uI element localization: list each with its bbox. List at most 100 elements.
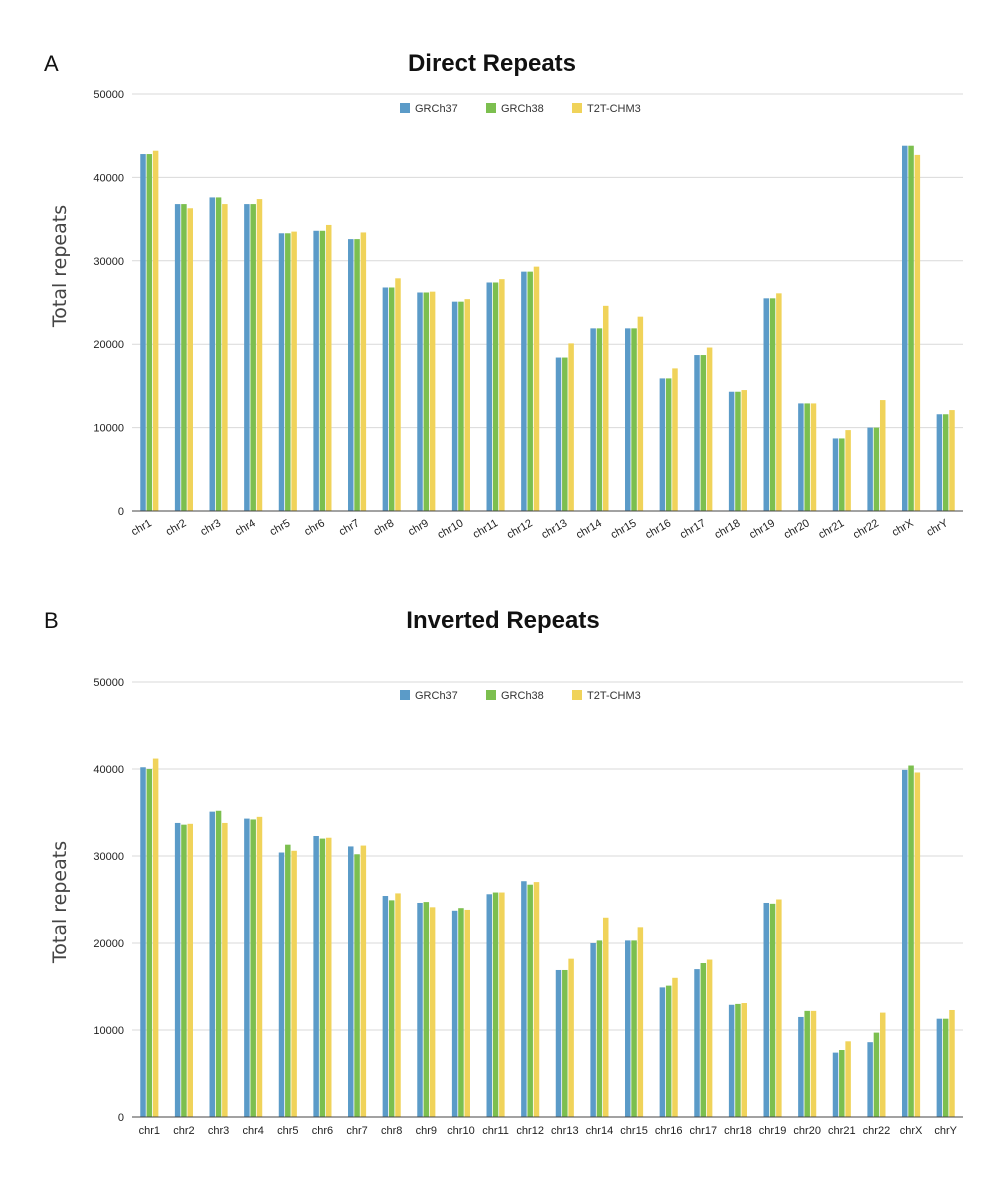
panel-a-bar-chr8-t2t-chm3 <box>395 278 401 511</box>
panel-a-x-tick-label: chr19 <box>747 517 777 541</box>
panel-a-y-ticks: 0 10000 20000 30000 40000 50000 <box>93 89 124 518</box>
panel-a-x-tick-label: chr6 <box>302 517 327 538</box>
panel-a-bar-chr16-t2t-chm3 <box>672 368 678 511</box>
panel-a-x-tick-label: chr17 <box>678 517 708 541</box>
panel-a-x-tick-label: chrY <box>925 517 951 539</box>
panel-a-bars <box>140 145 955 512</box>
panel-a-legend-label: GRCh37 <box>415 103 458 115</box>
panel-b-bar-chr19-grch37 <box>763 902 770 1117</box>
panel-b-x-tick-label: chr15 <box>620 1125 648 1137</box>
panel-b-bar-chr7-t2t-chm3 <box>360 845 367 1117</box>
panel-b-letter: B <box>44 608 59 633</box>
panel-b-bar-chr2-grch37 <box>174 822 181 1117</box>
panel-a-bar-chr13-grch37 <box>555 357 562 511</box>
panel-b-x-tick-label: chrY <box>934 1125 957 1137</box>
panel-a-bar-chr16-grch37 <box>659 378 666 511</box>
panel-a-bar-chr3-t2t-chm3 <box>222 204 228 511</box>
panel-b-bar-chr16-grch38 <box>665 985 672 1117</box>
panel-a-bar-chr15-grch38 <box>631 328 637 511</box>
panel-a-bar-chr22-t2t-chm3 <box>879 400 886 511</box>
panel-b-bar-chr21-grch38 <box>839 1050 845 1117</box>
panel-b-bar-chr6-grch37 <box>313 835 319 1117</box>
panel-a-bar-chr1-grch37 <box>140 154 146 511</box>
panel-b-bar-chr9-t2t-chm3 <box>429 907 436 1117</box>
panel-b-bar-chr9-grch38 <box>423 902 430 1117</box>
panel-b-bar-chr14-t2t-chm3 <box>602 917 609 1117</box>
panel-a-bar-chr10-t2t-chm3 <box>464 299 470 511</box>
panel-a-bar-chr4-t2t-chm3 <box>256 199 263 512</box>
panel-b-bar-chr20-t2t-chm3 <box>810 1010 817 1117</box>
panel-b-bar-chr6-grch38 <box>319 838 326 1117</box>
panel-b-bar-chr18-grch37 <box>728 1004 735 1117</box>
panel-b-chart: B Inverted Repeats Total repeats GRCh37 G… <box>44 607 963 1137</box>
panel-b-x-tick-label: chr14 <box>586 1125 614 1137</box>
panel-a-x-tick-label: chr22 <box>851 517 881 541</box>
panel-a-x-tick-label: chrX <box>890 517 916 539</box>
panel-a-bar-chr9-t2t-chm3 <box>429 291 436 511</box>
panel-a-bar-chr9-grch38 <box>423 292 430 511</box>
panel-a-bar-chr6-grch38 <box>319 230 326 511</box>
panel-a-bar-chr17-grch38 <box>700 355 707 511</box>
panel-a-x-tick-label: chr18 <box>713 517 743 541</box>
panel-b-x-tick-label: chr10 <box>447 1125 475 1137</box>
panel-a-x-tick-label: chr2 <box>164 517 189 538</box>
panel-a-bar-chr2-t2t-chm3 <box>187 208 193 511</box>
panel-a-bar-chrY-grch38 <box>942 414 949 511</box>
panel-a-letter: A <box>44 51 59 76</box>
panel-b-bar-chr22-grch37 <box>867 1042 873 1117</box>
panel-a-bar-chr11-grch38 <box>492 282 499 511</box>
panel-b-legend-label: GRCh37 <box>415 690 458 702</box>
panel-a-bar-chr5-grch37 <box>278 233 285 511</box>
panel-a-x-tick-label: chr16 <box>643 517 673 541</box>
panel-b-bar-chr12-t2t-chm3 <box>533 882 540 1117</box>
panel-a-chart: A Direct Repeats Total repeats GRCh37 GRC… <box>44 50 963 541</box>
panel-a-legend-label: T2T-CHM3 <box>587 103 641 115</box>
panel-a-bar-chr10-grch37 <box>451 301 458 511</box>
panel-b-x-tick-label: chr21 <box>828 1125 856 1137</box>
panel-b-bar-chr1-grch37 <box>140 767 146 1117</box>
panel-b-gridlines <box>132 681 963 1031</box>
panel-a-bar-chr16-grch38 <box>665 378 672 511</box>
panel-b-legend-swatch-grch38 <box>486 690 496 700</box>
panel-b-bar-chr5-t2t-chm3 <box>291 850 297 1117</box>
panel-a-bar-chr5-t2t-chm3 <box>291 231 297 512</box>
panel-b-x-tick-label: chr3 <box>208 1125 229 1137</box>
panel-b-bar-chr15-grch37 <box>625 940 631 1117</box>
panel-b-x-tick-label: chr7 <box>346 1125 367 1137</box>
panel-a-y-tick-label: 0 <box>118 506 124 518</box>
panel-a-bar-chr20-grch37 <box>798 403 804 511</box>
panel-b-y-tick-label: 50000 <box>93 677 124 689</box>
panel-a-bar-chr6-grch37 <box>313 230 319 511</box>
panel-b-y-tick-label: 20000 <box>93 938 124 950</box>
panel-a-bar-chr12-t2t-chm3 <box>533 266 540 511</box>
panel-b-bar-chr20-grch37 <box>798 1016 804 1117</box>
panel-b-bar-chr15-t2t-chm3 <box>637 927 644 1117</box>
panel-a-bar-chr21-t2t-chm3 <box>845 430 851 511</box>
panel-b-bar-chr5-grch38 <box>285 844 291 1117</box>
panel-a-bar-chr8-grch38 <box>388 287 395 511</box>
panel-b-bar-chrX-t2t-chm3 <box>914 772 921 1117</box>
panel-b-x-tick-label: chr1 <box>139 1125 160 1137</box>
panel-b-bar-chr17-grch38 <box>700 963 707 1117</box>
panel-a-bar-chr17-t2t-chm3 <box>706 347 713 511</box>
panel-b-bar-chr6-t2t-chm3 <box>325 837 332 1117</box>
panel-a-legend-swatch-grch38 <box>486 103 496 113</box>
panel-b-bars <box>140 758 955 1117</box>
panel-b-bar-chr16-t2t-chm3 <box>672 977 678 1117</box>
panel-b-bar-chr8-grch37 <box>382 896 389 1117</box>
panel-a-bar-chr15-grch37 <box>625 328 631 511</box>
panel-b-bar-chr12-grch38 <box>527 884 533 1117</box>
panel-b-bar-chr8-grch38 <box>388 900 395 1117</box>
panel-a-bar-chr7-t2t-chm3 <box>360 232 367 511</box>
panel-a-bar-chr19-grch38 <box>769 298 776 511</box>
panel-a-x-tick-label: chr9 <box>406 517 431 538</box>
panel-b-bar-chr17-t2t-chm3 <box>706 959 713 1117</box>
panel-a-bar-chr8-grch37 <box>382 287 389 511</box>
panel-b-y-tick-label: 40000 <box>93 764 124 776</box>
panel-a-x-tick-label: chr5 <box>268 517 293 538</box>
panel-b-legend: GRCh37 GRCh38 T2T-CHM3 <box>400 690 641 702</box>
panel-a-title: Direct Repeats <box>408 50 576 77</box>
panel-b-legend-swatch-grch37 <box>400 690 410 700</box>
panel-a-bar-chr11-grch37 <box>486 282 493 511</box>
